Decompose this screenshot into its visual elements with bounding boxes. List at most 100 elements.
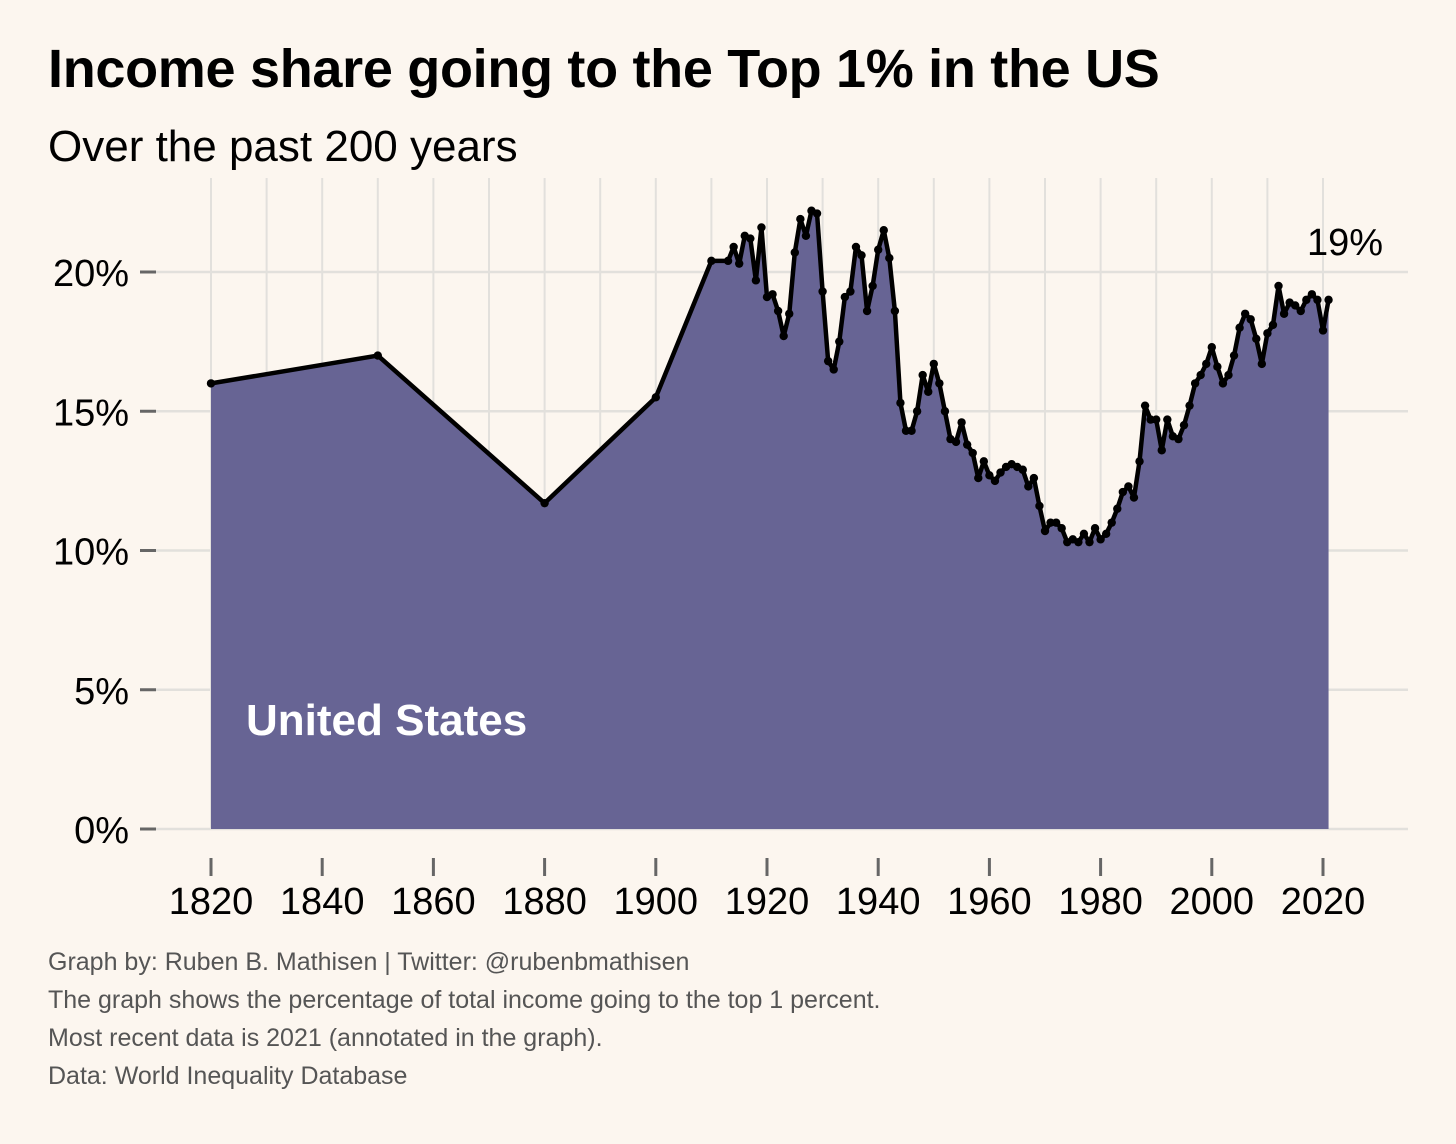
x-tick-label-1920: 1920 bbox=[725, 881, 810, 923]
data-point-1946 bbox=[907, 426, 916, 435]
data-point-1970 bbox=[1040, 526, 1050, 536]
chart-title: Income share going to the Top 1% in the … bbox=[48, 39, 1160, 99]
area-layer bbox=[211, 210, 1329, 830]
axes: 0% 5% 10% 15% 20% 1820 1840 1860 1880 1900 1920 194… bbox=[53, 253, 1365, 923]
data-point-1954 bbox=[951, 437, 961, 447]
x-tick-label-1980: 1980 bbox=[1058, 881, 1143, 923]
data-point-1976 bbox=[1074, 537, 1083, 547]
data-point-1997 bbox=[1190, 379, 1200, 388]
chart-labels: United States 19% bbox=[246, 222, 1383, 745]
data-point-2017 bbox=[1302, 295, 1311, 305]
y-tick-label-20: 20% bbox=[53, 253, 129, 295]
data-point-1923 bbox=[779, 331, 788, 341]
data-point-1962 bbox=[996, 468, 1005, 477]
data-point-2011 bbox=[1268, 320, 1278, 330]
data-point-2018 bbox=[1307, 290, 1317, 299]
data-point-2004 bbox=[1229, 351, 1239, 360]
data-point-2000 bbox=[1207, 342, 1217, 352]
data-point-2019 bbox=[1313, 295, 1322, 305]
data-point-1980 bbox=[1096, 535, 1105, 544]
data-point-1910 bbox=[707, 256, 716, 266]
data-point-1987 bbox=[1135, 457, 1144, 466]
data-point-1915 bbox=[735, 259, 744, 268]
x-tick-label-1900: 1900 bbox=[614, 881, 699, 923]
data-point-1914 bbox=[729, 242, 738, 252]
data-point-1966 bbox=[1018, 465, 1027, 474]
data-point-1930 bbox=[818, 287, 827, 296]
data-point-2001 bbox=[1213, 362, 1222, 371]
x-tick-label-1960: 1960 bbox=[947, 881, 1032, 923]
data-point-1961 bbox=[990, 476, 1000, 486]
data-point-2005 bbox=[1235, 323, 1244, 332]
data-point-1944 bbox=[896, 398, 905, 408]
caption-credit: Graph by: Ruben B. Mathisen | Twitter: @… bbox=[48, 948, 690, 976]
data-point-2006 bbox=[1240, 309, 1250, 318]
data-point-1960 bbox=[985, 471, 994, 480]
data-point-1955 bbox=[957, 418, 966, 427]
y-tick-label-15: 15% bbox=[53, 392, 129, 434]
data-point-1981 bbox=[1101, 529, 1111, 538]
data-point-2020 bbox=[1318, 326, 1328, 335]
data-point-2002 bbox=[1218, 379, 1228, 388]
data-point-2007 bbox=[1246, 315, 1255, 324]
data-point-2010 bbox=[1263, 329, 1272, 338]
data-point-2003 bbox=[1224, 370, 1233, 380]
data-point-1913 bbox=[723, 256, 733, 266]
data-point-1967 bbox=[1024, 482, 1033, 491]
data-point-1927 bbox=[801, 231, 811, 240]
data-point-1934 bbox=[840, 292, 850, 302]
data-point-1958 bbox=[974, 473, 983, 483]
data-point-1938 bbox=[862, 306, 872, 316]
data-point-1992 bbox=[1163, 415, 1172, 424]
data-point-1925 bbox=[790, 248, 799, 257]
data-point-1957 bbox=[968, 448, 977, 458]
data-point-1995 bbox=[1179, 420, 1189, 430]
data-point-1998 bbox=[1196, 370, 1205, 380]
y-tick-label-10: 10% bbox=[53, 532, 129, 574]
end-annotation: 19% bbox=[1307, 222, 1383, 264]
area-label: United States bbox=[246, 696, 527, 745]
data-point-1948 bbox=[918, 370, 927, 380]
data-point-1959 bbox=[979, 457, 989, 466]
data-point-1820 bbox=[206, 379, 216, 388]
y-tick-label-0: 0% bbox=[74, 810, 129, 852]
data-point-1933 bbox=[835, 337, 844, 346]
data-point-1999 bbox=[1202, 359, 1211, 369]
series-area-united-states bbox=[211, 210, 1329, 830]
data-point-1932 bbox=[829, 365, 838, 374]
data-point-1973 bbox=[1057, 524, 1066, 533]
data-point-1936 bbox=[851, 242, 861, 252]
caption-note: Most recent data is 2021 (annotated in t… bbox=[48, 1024, 603, 1052]
data-point-1984 bbox=[1118, 487, 1128, 497]
data-point-1921 bbox=[768, 290, 777, 299]
x-tick-label-1860: 1860 bbox=[391, 881, 476, 923]
data-point-1941 bbox=[879, 226, 888, 235]
x-tick-label-1880: 1880 bbox=[502, 881, 587, 923]
data-point-1850 bbox=[373, 351, 382, 360]
data-point-2015 bbox=[1291, 301, 1300, 310]
data-point-2013 bbox=[1279, 309, 1289, 318]
data-point-1972 bbox=[1051, 518, 1061, 527]
data-point-1880 bbox=[540, 498, 549, 508]
x-tick-label-1820: 1820 bbox=[169, 881, 254, 923]
data-point-1979 bbox=[1090, 524, 1100, 533]
data-point-1922 bbox=[773, 306, 783, 316]
x-tick-label-2000: 2000 bbox=[1170, 881, 1255, 923]
caption-description: The graph shows the percentage of total … bbox=[48, 986, 881, 1014]
data-point-1991 bbox=[1157, 446, 1166, 455]
chart-subtitle: Over the past 200 years bbox=[48, 122, 518, 171]
data-point-1929 bbox=[812, 209, 822, 218]
data-point-2009 bbox=[1257, 359, 1267, 369]
data-point-1968 bbox=[1029, 473, 1039, 483]
data-point-1978 bbox=[1085, 537, 1094, 547]
data-point-1949 bbox=[924, 387, 933, 396]
data-point-2012 bbox=[1274, 281, 1283, 291]
data-point-1931 bbox=[823, 356, 833, 366]
data-point-2008 bbox=[1252, 334, 1261, 344]
data-point-1940 bbox=[874, 245, 883, 254]
data-point-1924 bbox=[785, 309, 794, 318]
data-point-1943 bbox=[890, 306, 900, 316]
data-point-1983 bbox=[1113, 504, 1122, 513]
data-point-1939 bbox=[868, 281, 877, 291]
data-points bbox=[206, 206, 1333, 547]
